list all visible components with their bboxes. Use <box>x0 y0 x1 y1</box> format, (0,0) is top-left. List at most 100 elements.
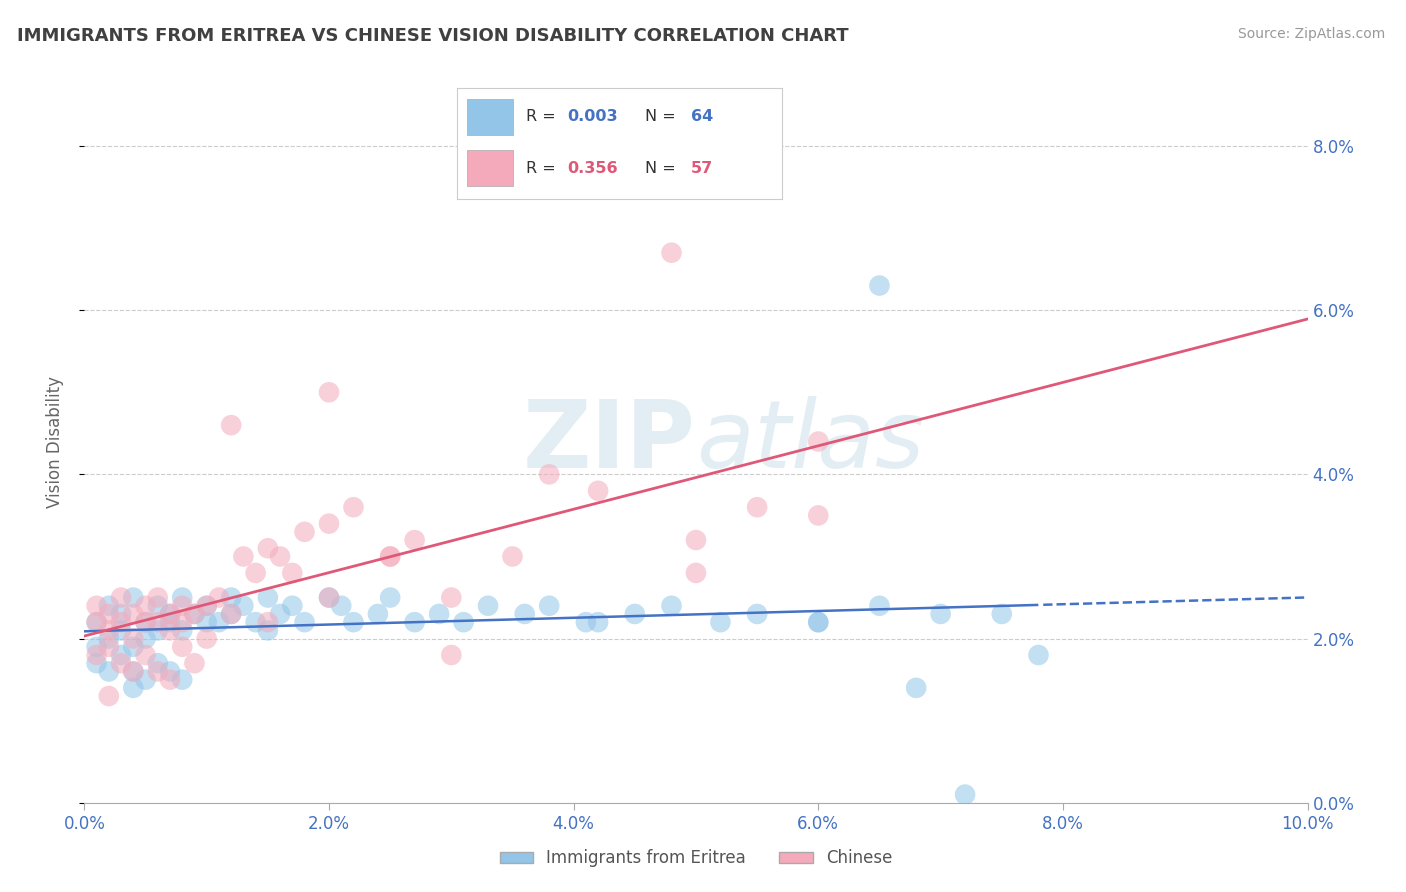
Point <box>97 689 120 703</box>
Point <box>477 599 499 613</box>
Point <box>281 599 304 613</box>
Point <box>440 648 463 662</box>
Point <box>146 657 169 671</box>
Point <box>905 681 928 695</box>
Point <box>661 599 683 613</box>
Point <box>747 607 769 621</box>
Point <box>110 648 132 662</box>
Point <box>502 549 524 564</box>
Point <box>586 615 609 630</box>
Point <box>86 640 108 654</box>
Point <box>122 665 145 679</box>
Point <box>195 632 218 646</box>
Point <box>86 615 108 630</box>
Point <box>183 657 205 671</box>
Point <box>86 599 108 613</box>
Point <box>624 607 647 621</box>
Point <box>367 607 389 621</box>
Point <box>380 591 402 605</box>
Point <box>97 599 120 613</box>
Point <box>747 500 769 515</box>
Point <box>869 278 891 293</box>
Point <box>195 615 218 630</box>
Point <box>86 615 108 630</box>
Point <box>232 549 254 564</box>
Point <box>97 632 120 646</box>
Point <box>219 418 242 433</box>
Point <box>440 591 463 605</box>
Point <box>135 599 157 613</box>
Point <box>294 615 316 630</box>
Point <box>135 615 157 630</box>
Point <box>146 624 169 638</box>
Point <box>427 607 450 621</box>
Point <box>97 624 120 638</box>
Point <box>110 624 132 638</box>
Point <box>404 533 426 547</box>
Point <box>159 624 181 638</box>
Point <box>342 615 364 630</box>
Point <box>929 607 952 621</box>
Point <box>97 607 120 621</box>
Point <box>281 566 304 580</box>
Point <box>159 673 181 687</box>
Point <box>172 673 194 687</box>
Point <box>953 788 976 802</box>
Point <box>807 508 830 523</box>
Point <box>97 665 120 679</box>
Point <box>159 607 181 621</box>
Y-axis label: Vision Disability: Vision Disability <box>45 376 63 508</box>
Point <box>172 624 194 638</box>
Point <box>318 516 340 531</box>
Point <box>146 591 169 605</box>
Point <box>586 483 609 498</box>
Point <box>86 657 108 671</box>
Point <box>110 615 132 630</box>
Point <box>318 385 340 400</box>
Point <box>453 615 475 630</box>
Point <box>869 599 891 613</box>
Point <box>269 607 291 621</box>
Point <box>685 533 707 547</box>
Point <box>219 607 242 621</box>
Point <box>257 591 280 605</box>
Point <box>245 615 267 630</box>
Point <box>135 673 157 687</box>
Point <box>208 615 231 630</box>
Point <box>159 665 181 679</box>
Point <box>257 615 280 630</box>
Point <box>269 549 291 564</box>
Point <box>991 607 1014 621</box>
Point <box>380 549 402 564</box>
Point <box>172 599 194 613</box>
Point <box>110 591 132 605</box>
Text: Source: ZipAtlas.com: Source: ZipAtlas.com <box>1237 27 1385 41</box>
Point <box>135 615 157 630</box>
Text: ZIP: ZIP <box>523 395 696 488</box>
Point <box>232 599 254 613</box>
Point <box>404 615 426 630</box>
Point <box>538 599 561 613</box>
Point <box>807 615 830 630</box>
Point <box>661 245 683 260</box>
Point <box>685 566 707 580</box>
Point <box>257 624 280 638</box>
Point <box>146 615 169 630</box>
Point <box>110 607 132 621</box>
Point <box>342 500 364 515</box>
Legend: Immigrants from Eritrea, Chinese: Immigrants from Eritrea, Chinese <box>494 843 898 874</box>
Point <box>330 599 353 613</box>
Point <box>208 591 231 605</box>
Point <box>122 607 145 621</box>
Point <box>318 591 340 605</box>
Point <box>318 591 340 605</box>
Point <box>159 615 181 630</box>
Point <box>1028 648 1050 662</box>
Point <box>122 681 145 695</box>
Point <box>97 640 120 654</box>
Point <box>195 599 218 613</box>
Point <box>380 549 402 564</box>
Point <box>575 615 598 630</box>
Point <box>807 615 830 630</box>
Point <box>172 640 194 654</box>
